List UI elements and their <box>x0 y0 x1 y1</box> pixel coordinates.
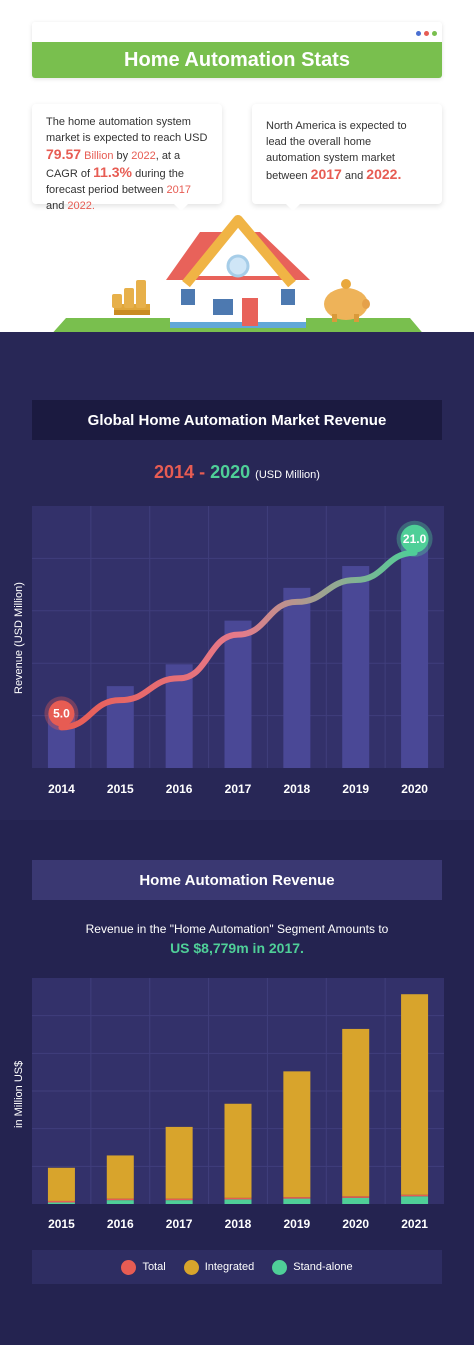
bar-stand-alone <box>342 1197 370 1204</box>
card-text: and <box>46 200 65 212</box>
cagr-value: 11.3% <box>93 164 133 180</box>
bar-total-marker <box>342 1196 370 1198</box>
section-title: Global Home Automation Market Revenue <box>32 400 442 440</box>
stat-card-north-america: North America is expected to lead the ov… <box>252 104 442 211</box>
x-tick-label: 2017 <box>225 782 252 796</box>
y-axis-label: in Million US$ <box>13 1060 25 1128</box>
market-revenue-chart: 2014 2015 2016 2017 2018 2019 2020 5.0 21.0 <box>32 506 444 796</box>
bar-integrated <box>224 1103 252 1198</box>
section-subtitle: Revenue in the "Home Automation" Segment… <box>85 922 389 936</box>
range-unit: (USD Million) <box>255 469 320 481</box>
bar-integrated <box>165 1126 193 1199</box>
browser-frame: Home Automation Stats <box>32 22 442 78</box>
bar-total-marker <box>224 1197 252 1200</box>
market-value: 79.57 <box>46 146 82 162</box>
range-start: 2014 <box>154 462 195 482</box>
legend-label: Integrated <box>204 1261 255 1273</box>
legend-label: Stand-alone <box>293 1261 353 1273</box>
card-text: by <box>116 150 129 162</box>
stat-card-market: The home automation system market is exp… <box>32 104 222 212</box>
end-marker <box>400 524 429 553</box>
start-value-label: 5.0 <box>53 706 70 720</box>
legend-item-integrated: Integrated <box>183 1259 255 1275</box>
bar <box>283 587 311 768</box>
bar-stand-alone <box>47 1202 75 1204</box>
bar-integrated <box>342 1028 370 1197</box>
y-axis-label: Revenue (USD Million) <box>13 582 25 694</box>
x-tick-label: 2021 <box>401 1217 428 1231</box>
x-tick-label: 2020 <box>401 782 428 796</box>
section-title: Home Automation Revenue <box>32 860 442 900</box>
house-icon <box>166 215 310 328</box>
bar <box>401 538 429 768</box>
end-value-label: 21.0 <box>403 532 427 546</box>
bar-total-marker <box>47 1200 75 1203</box>
page-title: Home Automation Stats <box>32 42 442 78</box>
bar-total-marker <box>401 1194 429 1197</box>
range-end: 2020 <box>210 462 251 482</box>
coins-icon <box>112 280 150 315</box>
section-highlight: US $8,779m in 2017. <box>170 940 304 956</box>
card-text: during the forecast period between <box>46 168 185 196</box>
legend-swatch <box>121 1259 137 1275</box>
legend-item-total: Total <box>121 1259 166 1275</box>
forecast-start: 2017 <box>166 184 191 196</box>
bar-integrated <box>401 994 429 1195</box>
bar-total-marker <box>283 1197 311 1199</box>
x-tick-label: 2014 <box>48 782 75 796</box>
x-tick-label: 2015 <box>48 1217 75 1231</box>
legend-label: Total <box>142 1261 166 1273</box>
x-tick-label: 2020 <box>342 1217 369 1231</box>
period-end: 2022. <box>366 166 402 182</box>
x-tick-label: 2017 <box>166 1217 193 1231</box>
piggy-bank-icon <box>324 279 370 322</box>
card-text: and <box>344 170 364 182</box>
browser-toolbar <box>32 22 442 42</box>
card-text: The home automation system market is exp… <box>46 116 208 144</box>
dot-icon <box>432 31 437 36</box>
bar-integrated <box>106 1155 134 1199</box>
legend-swatch <box>272 1259 288 1275</box>
bar-total-marker <box>165 1198 193 1201</box>
x-tick-label: 2016 <box>166 782 193 796</box>
x-tick-label: 2015 <box>107 782 134 796</box>
legend-item-stand-alone: Stand-alone <box>272 1259 353 1275</box>
chart-legend: Total Integrated Stand-alone <box>32 1250 442 1284</box>
forecast-end: 2022. <box>67 200 95 212</box>
market-unit: Billion <box>84 150 114 162</box>
bar-stand-alone <box>401 1196 429 1204</box>
card-text: North America is expected to lead the ov… <box>266 120 407 182</box>
x-tick-label: 2019 <box>342 782 369 796</box>
x-tick-label: 2019 <box>284 1217 311 1231</box>
x-tick-label: 2016 <box>107 1217 134 1231</box>
range-heading: 2014 - 2020 (USD Million) <box>0 462 474 483</box>
start-marker <box>48 700 75 727</box>
bar <box>224 620 252 768</box>
trend-line <box>58 549 418 731</box>
x-tick-label: 2018 <box>284 782 311 796</box>
home-automation-chart: 2015 2016 2017 2018 2019 2020 2021 <box>32 978 444 1231</box>
bar-stand-alone <box>165 1200 193 1204</box>
dot-icon <box>416 31 421 36</box>
target-year: 2022 <box>131 150 156 162</box>
range-dash: - <box>199 462 206 482</box>
bar-total-marker <box>106 1198 134 1201</box>
bar-integrated <box>47 1167 75 1201</box>
period-start: 2017 <box>310 166 342 182</box>
x-tick-label: 2018 <box>225 1217 252 1231</box>
bar-stand-alone <box>224 1199 252 1204</box>
legend-swatch <box>183 1259 199 1275</box>
dot-icon <box>424 31 429 36</box>
bar-integrated <box>283 1071 311 1198</box>
bar-stand-alone <box>283 1198 311 1204</box>
card-text: , at a CAGR of <box>46 150 181 180</box>
bar-stand-alone <box>106 1200 134 1204</box>
bar <box>342 566 370 768</box>
